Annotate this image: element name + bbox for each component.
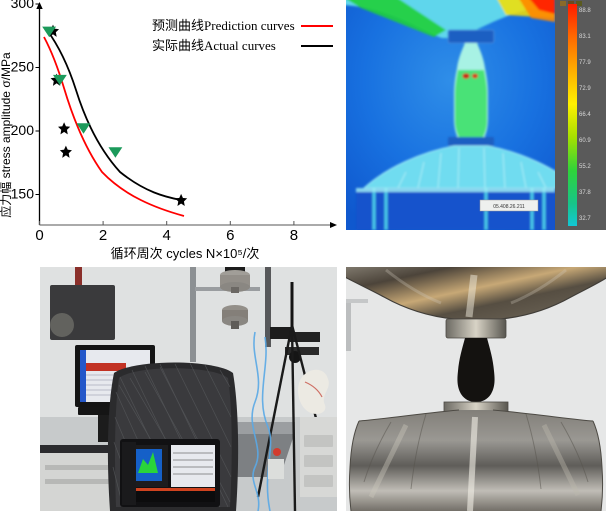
svg-text:77.9: 77.9: [579, 60, 591, 66]
svg-text:83.1: 83.1: [579, 34, 591, 40]
svg-text:应力幅 stress amplitude σ/MPa: 应力幅 stress amplitude σ/MPa: [0, 52, 13, 218]
svg-text:预测曲线Prediction curves: 预测曲线Prediction curves: [152, 18, 295, 33]
svg-text:循环周次 cycles N×10⁵/次: 循环周次 cycles N×10⁵/次: [111, 246, 260, 261]
svg-text:88.8: 88.8: [579, 8, 591, 14]
svg-text:300: 300: [11, 0, 35, 11]
svg-text:2: 2: [99, 227, 107, 244]
svg-text:6: 6: [226, 227, 234, 244]
svg-text:05.408.26.211: 05.408.26.211: [493, 204, 525, 210]
svg-text:实际曲线Actual curves: 实际曲线Actual curves: [152, 38, 276, 53]
svg-text:8: 8: [290, 227, 298, 244]
svg-text:200: 200: [11, 122, 35, 138]
svg-text:66.4: 66.4: [579, 112, 591, 118]
svg-text:4: 4: [163, 227, 171, 244]
svg-text:60.9: 60.9: [579, 138, 591, 144]
svg-text:150: 150: [11, 186, 35, 202]
svg-text:0: 0: [35, 227, 43, 244]
svg-text:55.2: 55.2: [579, 164, 591, 170]
svg-text:250: 250: [11, 59, 35, 75]
svg-text:32.7: 32.7: [579, 216, 591, 222]
svg-text:72.9: 72.9: [579, 86, 591, 92]
svg-text:37.8: 37.8: [579, 190, 591, 196]
